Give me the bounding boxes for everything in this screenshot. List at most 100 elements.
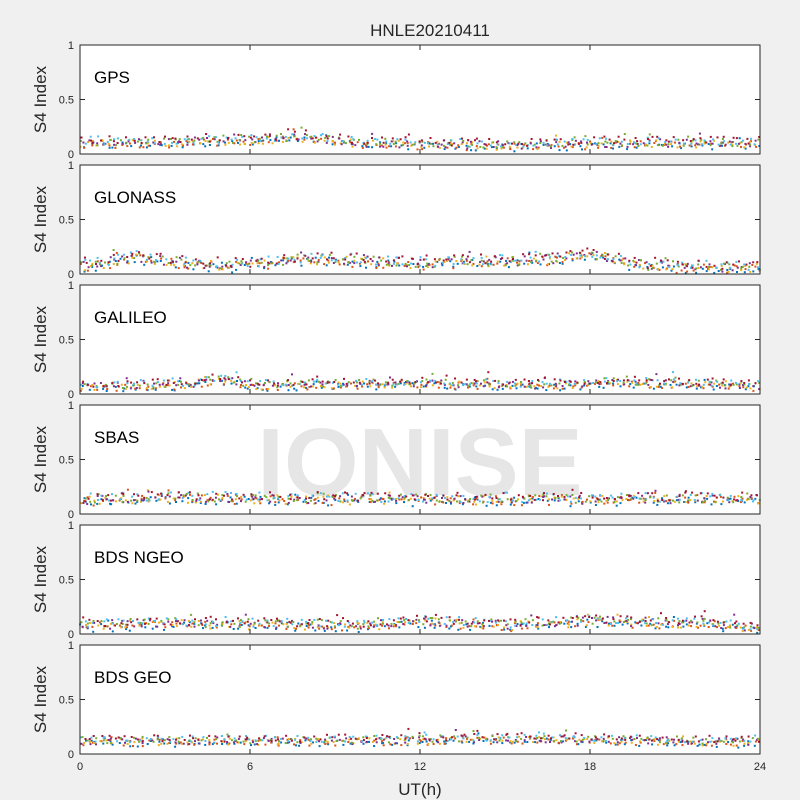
data-point bbox=[661, 499, 664, 501]
data-point bbox=[150, 259, 153, 262]
data-point bbox=[705, 141, 708, 144]
data-point bbox=[414, 142, 416, 145]
data-point bbox=[474, 617, 477, 620]
data-point bbox=[339, 620, 342, 623]
data-point bbox=[618, 258, 621, 261]
data-point bbox=[681, 263, 684, 266]
data-point bbox=[112, 249, 115, 251]
data-point bbox=[141, 735, 144, 738]
data-point bbox=[166, 742, 169, 745]
data-point bbox=[113, 381, 116, 384]
data-point bbox=[220, 740, 223, 743]
data-point bbox=[90, 503, 92, 506]
data-point bbox=[668, 740, 671, 742]
data-point bbox=[387, 494, 390, 497]
data-point bbox=[672, 380, 675, 383]
data-point bbox=[405, 381, 407, 383]
data-point bbox=[457, 146, 460, 148]
data-point bbox=[361, 258, 364, 261]
data-point bbox=[472, 257, 475, 260]
data-point bbox=[230, 266, 233, 268]
data-point bbox=[721, 141, 724, 144]
data-point bbox=[321, 383, 324, 386]
data-point bbox=[287, 257, 290, 260]
data-point bbox=[534, 494, 537, 497]
data-point bbox=[528, 251, 531, 254]
data-point bbox=[528, 495, 530, 498]
data-point bbox=[332, 494, 335, 497]
data-point bbox=[109, 738, 112, 741]
data-point bbox=[566, 738, 569, 741]
data-point bbox=[409, 737, 411, 740]
data-point bbox=[664, 382, 667, 385]
data-point bbox=[120, 383, 123, 386]
data-point bbox=[257, 743, 260, 746]
data-point bbox=[173, 381, 176, 384]
data-point bbox=[344, 491, 346, 494]
data-point bbox=[261, 136, 263, 139]
data-point bbox=[116, 262, 119, 265]
data-point bbox=[658, 268, 661, 271]
data-point bbox=[692, 736, 695, 739]
data-point bbox=[196, 382, 199, 385]
data-point bbox=[323, 256, 326, 259]
data-point bbox=[337, 624, 340, 627]
data-point bbox=[644, 620, 647, 622]
data-point bbox=[672, 136, 675, 139]
data-point bbox=[174, 497, 177, 500]
data-point bbox=[564, 381, 566, 383]
data-point bbox=[163, 142, 166, 145]
data-point bbox=[147, 256, 150, 259]
data-point bbox=[283, 257, 286, 260]
data-point bbox=[606, 258, 609, 261]
data-point bbox=[542, 493, 545, 496]
data-point bbox=[350, 495, 353, 498]
data-point bbox=[236, 258, 239, 261]
data-point bbox=[347, 741, 350, 743]
data-point bbox=[511, 259, 514, 262]
plot-area bbox=[80, 405, 760, 514]
data-point bbox=[703, 378, 706, 381]
data-point bbox=[168, 502, 171, 505]
data-point bbox=[371, 499, 374, 502]
data-point bbox=[395, 625, 398, 628]
data-point bbox=[211, 620, 214, 623]
data-point bbox=[379, 497, 382, 500]
data-point bbox=[635, 146, 638, 149]
data-point bbox=[293, 627, 296, 630]
data-point bbox=[258, 491, 261, 494]
data-point bbox=[709, 619, 712, 622]
data-point bbox=[400, 380, 403, 383]
data-point bbox=[571, 259, 574, 262]
data-point bbox=[394, 385, 397, 388]
data-point bbox=[674, 141, 676, 144]
data-point bbox=[355, 738, 358, 741]
data-point bbox=[393, 260, 396, 263]
data-point bbox=[580, 256, 583, 258]
data-point bbox=[94, 269, 97, 272]
data-point bbox=[558, 149, 561, 152]
data-point bbox=[633, 375, 636, 378]
data-point bbox=[489, 739, 492, 742]
data-point bbox=[630, 380, 633, 383]
data-point bbox=[158, 738, 161, 741]
data-point bbox=[89, 621, 91, 624]
data-point bbox=[695, 267, 698, 270]
data-point bbox=[239, 741, 242, 744]
data-point bbox=[657, 617, 660, 620]
data-point bbox=[389, 737, 391, 739]
data-point bbox=[733, 495, 736, 498]
data-point bbox=[654, 736, 657, 739]
data-point bbox=[298, 383, 301, 386]
data-point bbox=[693, 742, 696, 745]
data-point bbox=[556, 256, 558, 259]
data-point bbox=[265, 388, 268, 391]
data-point bbox=[235, 260, 238, 263]
data-point bbox=[647, 742, 650, 745]
data-point bbox=[727, 741, 730, 744]
data-point bbox=[159, 143, 162, 146]
data-point bbox=[349, 138, 352, 141]
data-point bbox=[228, 501, 231, 503]
data-point bbox=[171, 621, 174, 624]
data-point bbox=[515, 500, 518, 502]
